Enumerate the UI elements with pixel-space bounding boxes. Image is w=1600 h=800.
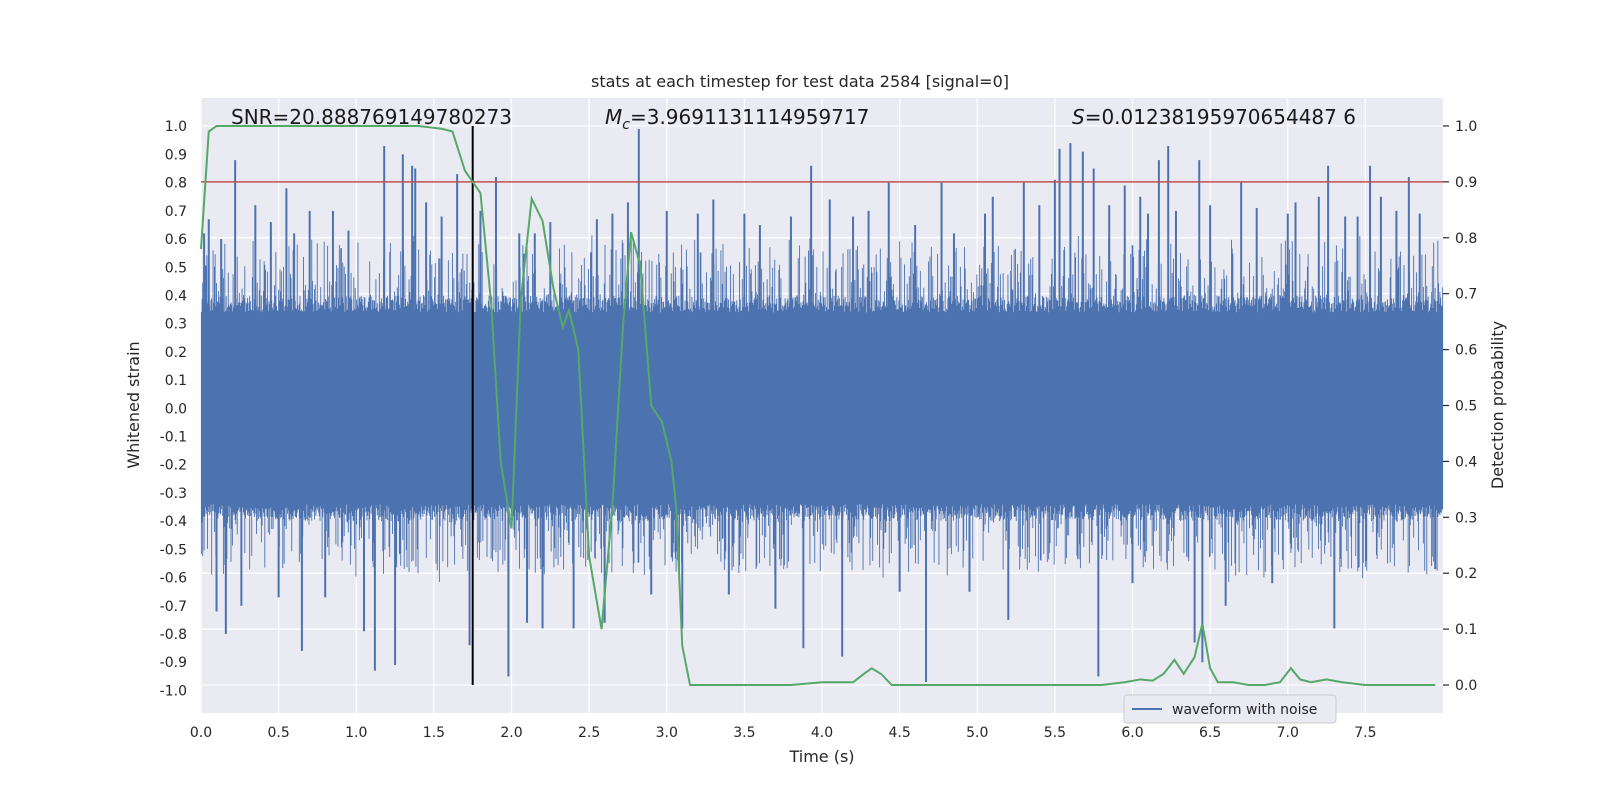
y-tick-label: 0.7 xyxy=(165,204,187,220)
statistic-symbol: S xyxy=(1072,105,1085,129)
y-tick-label: -1.0 xyxy=(160,683,187,699)
chirp-mass-annotation: Mc=3.9691131114959717 xyxy=(605,105,869,133)
y-tick-label: 0.0 xyxy=(165,401,187,417)
y-tick-label: -0.7 xyxy=(160,599,187,615)
y2-tick-label: 0.4 xyxy=(1455,454,1477,470)
y-tick-label: 0.8 xyxy=(165,176,187,192)
y2-tick-label: 0.9 xyxy=(1455,175,1477,191)
y-tick-label: 0.5 xyxy=(165,260,187,276)
snr-annotation: SNR=20.888769149780273 xyxy=(231,105,512,129)
y-tick-label: -0.8 xyxy=(160,627,187,643)
x-tick-label: 4.5 xyxy=(888,725,910,741)
y2-tick-label: 0.0 xyxy=(1455,678,1477,694)
x-axis-label: Time (s) xyxy=(788,747,854,766)
x-tick-label: 0.0 xyxy=(190,725,212,741)
y-tick-label: -0.9 xyxy=(160,655,187,671)
chirp-mass-symbol: M xyxy=(605,105,622,129)
y-tick-label: 0.1 xyxy=(165,373,187,389)
chirp-mass-value: =3.9691131114959717 xyxy=(630,105,869,129)
x-tick-label: 5.5 xyxy=(1044,725,1066,741)
chart-title: stats at each timestep for test data 258… xyxy=(591,72,1009,91)
legend: waveform with noise xyxy=(1123,694,1337,724)
y-tick-label: -0.4 xyxy=(160,514,187,530)
statistic-annotation: S=0.01238195970654487 6 xyxy=(1072,105,1356,129)
y-tick-label: 0.4 xyxy=(165,288,187,304)
x-tick-label: 3.0 xyxy=(656,725,678,741)
x-tick-label: 4.0 xyxy=(811,725,833,741)
statistic-value: =0.01238195970654487 6 xyxy=(1085,105,1356,129)
y-axis-label: Whitened strain xyxy=(124,341,143,468)
y-tick-label: 1.0 xyxy=(165,119,187,135)
waveform-noise-trace xyxy=(200,235,1444,582)
legend-label-waveform: waveform with noise xyxy=(1172,702,1317,718)
chirp-mass-subscript: c xyxy=(622,117,630,133)
x-tick-label: 5.0 xyxy=(966,725,988,741)
y2-tick-label: 0.7 xyxy=(1455,287,1477,303)
y-tick-label: -0.2 xyxy=(160,458,187,474)
y-axis-ticks: 1.0 0.9 0.8 0.7 0.6 0.5 0.4 0.3 0.2 0.1 0.0 -0.1 -0.… xyxy=(160,119,187,699)
y2-tick-label: 0.5 xyxy=(1455,399,1477,415)
x-axis-ticks: 0.0 0.5 1.0 1.5 2.0 2.5 3.0 3.5 4.0 4.5 5.0 5.5 6.0 6… xyxy=(190,725,1377,741)
y2-tick-label: 0.8 xyxy=(1455,231,1477,247)
x-tick-label: 7.5 xyxy=(1354,725,1376,741)
x-tick-label: 1.5 xyxy=(423,725,445,741)
y-tick-label: -0.6 xyxy=(160,571,187,587)
y-tick-label: -0.5 xyxy=(160,542,187,558)
y2-axis-ticks: 1.0 0.9 0.8 0.7 0.6 0.5 0.4 0.3 0.2 0.1 0.0 xyxy=(1443,119,1477,694)
y-tick-label: 0.9 xyxy=(165,147,187,163)
y-tick-label: 0.2 xyxy=(165,345,187,361)
x-tick-label: 7.0 xyxy=(1277,725,1299,741)
y2-tick-label: 0.1 xyxy=(1455,622,1477,638)
y2-tick-label: 0.6 xyxy=(1455,343,1477,359)
x-tick-label: 2.0 xyxy=(500,725,522,741)
y-tick-label: -0.3 xyxy=(160,486,187,502)
x-tick-label: 0.5 xyxy=(267,725,289,741)
x-tick-label: 1.0 xyxy=(345,725,367,741)
detection-probability-line xyxy=(200,124,1436,687)
y-tick-label: 0.6 xyxy=(165,232,187,248)
y2-tick-label: 1.0 xyxy=(1455,119,1477,135)
y-tick-label: 0.3 xyxy=(165,317,187,333)
x-tick-label: 3.5 xyxy=(733,725,755,741)
y2-tick-label: 0.2 xyxy=(1455,566,1477,582)
x-tick-label: 2.5 xyxy=(578,725,600,741)
y-tick-label: -0.1 xyxy=(160,430,187,446)
x-tick-label: 6.0 xyxy=(1121,725,1143,741)
y2-tick-label: 0.3 xyxy=(1455,510,1477,526)
legend-box xyxy=(1123,694,1337,724)
y2-axis-label: Detection probability xyxy=(1488,321,1507,489)
x-tick-label: 6.5 xyxy=(1199,725,1221,741)
waveform-series xyxy=(200,129,1444,682)
